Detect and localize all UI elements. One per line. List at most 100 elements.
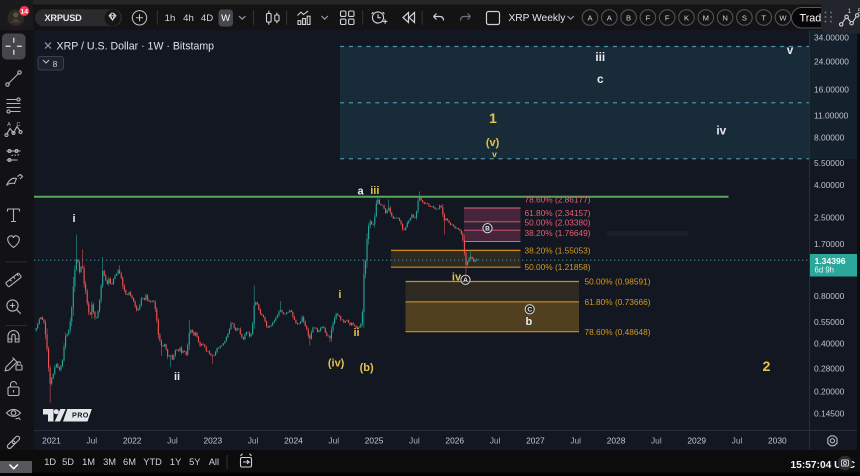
svg-text:6M: 6M — [123, 457, 136, 467]
svg-text:iv: iv — [716, 123, 726, 137]
svg-text:4.00000: 4.00000 — [814, 180, 845, 190]
svg-text:PRO: PRO — [72, 411, 89, 420]
svg-text:b: b — [526, 316, 533, 328]
svg-text:XRP / U.S. Dollar · 1W · Bitst: XRP / U.S. Dollar · 1W · Bitstamp — [57, 40, 215, 52]
svg-text:0.28000: 0.28000 — [814, 363, 845, 373]
svg-text:4h: 4h — [183, 13, 194, 24]
svg-text:(iv): (iv) — [328, 357, 345, 369]
svg-text:0.14500: 0.14500 — [814, 409, 845, 419]
svg-text:Jul: Jul — [328, 436, 339, 446]
svg-text:W: W — [779, 13, 787, 22]
svg-text:2024: 2024 — [284, 436, 303, 446]
svg-text:A: A — [607, 13, 613, 22]
svg-text:1.34396: 1.34396 — [815, 256, 846, 266]
svg-text:34.00000: 34.00000 — [814, 33, 849, 43]
svg-text:F: F — [646, 13, 651, 22]
svg-text:5: 5 — [858, 8, 860, 15]
svg-text:11.00000: 11.00000 — [814, 110, 849, 120]
svg-text:1D: 1D — [44, 457, 56, 467]
svg-text:2030: 2030 — [768, 436, 787, 446]
svg-text:a: a — [357, 186, 364, 198]
svg-text:24.00000: 24.00000 — [814, 57, 849, 67]
svg-text:W: W — [221, 13, 231, 24]
svg-text:YTD: YTD — [143, 457, 162, 467]
svg-text:78.60% (0.48648): 78.60% (0.48648) — [585, 327, 651, 337]
svg-text:2027: 2027 — [526, 436, 545, 446]
svg-text:v: v — [787, 43, 794, 57]
svg-text:i: i — [72, 213, 75, 225]
svg-text:S: S — [742, 13, 747, 22]
svg-text:2025: 2025 — [365, 436, 384, 446]
svg-text:C: C — [16, 122, 20, 128]
svg-text:iii: iii — [370, 185, 379, 197]
svg-text:15:57:04 UTC: 15:57:04 UTC — [791, 460, 856, 471]
svg-text:61.80% (0.73666): 61.80% (0.73666) — [585, 297, 651, 307]
svg-text:2026: 2026 — [445, 436, 464, 446]
svg-text:A: A — [587, 13, 593, 22]
svg-text:XRPUSD: XRPUSD — [45, 13, 83, 23]
svg-text:Trade: Trade — [800, 12, 828, 24]
svg-text:0.40000: 0.40000 — [814, 339, 845, 349]
svg-text:B: B — [626, 13, 631, 22]
svg-text:Jul: Jul — [167, 436, 178, 446]
svg-text:iii: iii — [595, 50, 605, 64]
svg-text:1M: 1M — [82, 457, 95, 467]
svg-text:2023: 2023 — [203, 436, 222, 446]
svg-text:Jul: Jul — [248, 436, 259, 446]
svg-text:A: A — [7, 122, 11, 128]
svg-text:Jul: Jul — [86, 436, 97, 446]
svg-text:50.00% (2.03380): 50.00% (2.03380) — [525, 218, 591, 228]
svg-text:(b): (b) — [360, 362, 374, 374]
svg-text:(v): (v) — [486, 137, 500, 149]
svg-text:v: v — [492, 149, 497, 159]
svg-text:2.50000: 2.50000 — [814, 213, 845, 223]
svg-text:iv: iv — [452, 272, 462, 284]
svg-text:61.80% (2.34157): 61.80% (2.34157) — [525, 208, 591, 218]
svg-text:ii: ii — [174, 371, 180, 383]
svg-text:ii: ii — [353, 327, 359, 339]
svg-text:2029: 2029 — [687, 436, 706, 446]
svg-text:Jul: Jul — [570, 436, 581, 446]
svg-text:50.00% (1.21858): 50.00% (1.21858) — [525, 262, 591, 272]
svg-text:Jul: Jul — [490, 436, 501, 446]
svg-text:8: 8 — [53, 59, 58, 69]
svg-text:5Y: 5Y — [189, 457, 200, 467]
svg-text:8.00000: 8.00000 — [814, 132, 845, 142]
svg-text:2022: 2022 — [123, 436, 142, 446]
svg-text:2: 2 — [763, 359, 771, 375]
svg-text:2021: 2021 — [42, 436, 61, 446]
svg-text:A: A — [463, 277, 468, 284]
svg-text:i: i — [338, 289, 341, 301]
svg-text:50.00% (0.98591): 50.00% (0.98591) — [585, 277, 651, 287]
svg-text:2028: 2028 — [607, 436, 626, 446]
svg-text:C: C — [527, 307, 532, 314]
svg-text:Jul: Jul — [651, 436, 662, 446]
svg-text:All: All — [209, 457, 219, 467]
svg-text:0.55000: 0.55000 — [814, 317, 845, 327]
svg-text:1.70000: 1.70000 — [814, 239, 845, 249]
svg-text:M: M — [703, 13, 709, 22]
svg-text:T: T — [761, 13, 766, 22]
svg-text:4D: 4D — [201, 13, 213, 24]
svg-text:0.20000: 0.20000 — [814, 387, 845, 397]
svg-text:B: B — [485, 226, 490, 233]
svg-text:1Y: 1Y — [170, 457, 181, 467]
svg-text:16.00000: 16.00000 — [814, 85, 849, 95]
svg-text:XRP Weekly: XRP Weekly — [509, 13, 567, 24]
svg-text:78.60% (2.86177): 78.60% (2.86177) — [525, 195, 591, 205]
svg-text:1h: 1h — [165, 13, 176, 24]
svg-text:Jul: Jul — [732, 436, 743, 446]
svg-text:0.80000: 0.80000 — [814, 291, 845, 301]
svg-text:F: F — [665, 13, 670, 22]
svg-text:1: 1 — [848, 8, 852, 15]
svg-text:K: K — [684, 13, 689, 22]
svg-text:38.20% (1.76649): 38.20% (1.76649) — [525, 228, 591, 238]
svg-text:5.50000: 5.50000 — [814, 158, 845, 168]
svg-text:1: 1 — [489, 111, 497, 127]
svg-text:3M: 3M — [103, 457, 116, 467]
svg-text:c: c — [597, 72, 604, 86]
svg-text:6d 9h: 6d 9h — [815, 266, 835, 275]
svg-text:N: N — [722, 13, 727, 22]
svg-text:Jul: Jul — [409, 436, 420, 446]
svg-text:14: 14 — [21, 8, 29, 15]
